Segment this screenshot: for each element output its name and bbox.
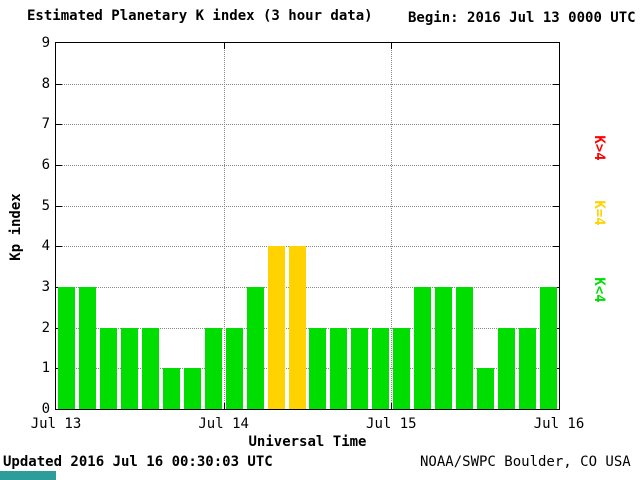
begin-timestamp: Begin: 2016 Jul 13 0000 UTC — [408, 10, 636, 26]
x-tick-mark — [391, 403, 393, 409]
kp-bar — [414, 287, 432, 409]
x-tick-mark — [391, 43, 393, 49]
y-tick-mark — [56, 205, 62, 207]
kp-bar — [435, 287, 453, 409]
kp-bar — [204, 327, 222, 409]
y-tick-label: 2 — [41, 319, 50, 336]
gridline-horizontal — [56, 368, 559, 370]
gridline-horizontal — [56, 287, 559, 288]
kp-bar — [372, 327, 390, 409]
kp-bar — [141, 327, 159, 409]
y-tick-label: 9 — [41, 35, 50, 51]
gridline-horizontal — [56, 165, 559, 166]
legend-k-lt-4: K<4 — [591, 277, 607, 303]
kp-bar — [498, 327, 516, 409]
y-tick-mark — [553, 83, 559, 85]
gridline-horizontal — [56, 83, 559, 85]
x-tick-label: Jul 13 — [30, 416, 82, 432]
source-attribution: NOAA/SWPC Boulder, CO USA — [420, 454, 631, 470]
y-tick-label: 0 — [41, 401, 50, 417]
y-tick-label: 5 — [41, 197, 50, 214]
gridline-vertical — [391, 43, 393, 409]
begin-value: 2016 Jul 13 0000 UTC — [467, 10, 636, 26]
plot-area: 0 1 2 3 4 5 6 7 8 9 Jul 13 Jul 14 Jul 15 Jul 16 — [31, 35, 585, 432]
gridline-horizontal — [56, 327, 559, 329]
x-tick-label: Jul 14 — [198, 416, 249, 432]
kp-bar — [288, 246, 306, 409]
legend-k-gt-4: K>4 — [591, 135, 607, 161]
begin-label: Begin: — [408, 10, 459, 26]
kp-bar — [78, 287, 96, 409]
gridline-vertical — [223, 43, 225, 409]
y-tick-mark — [553, 165, 559, 166]
x-tick-mark — [223, 403, 225, 409]
y-tick-label: 7 — [41, 116, 50, 133]
kp-bar — [456, 287, 474, 409]
kp-bar — [246, 287, 264, 409]
y-tick-mark — [553, 246, 559, 248]
y-tick-mark — [56, 246, 62, 248]
kp-bar — [99, 327, 117, 409]
y-tick-mark — [56, 83, 62, 85]
kp-bar — [393, 327, 411, 409]
y-tick-label: 3 — [41, 279, 50, 295]
kp-bar — [267, 246, 285, 409]
gridline-horizontal — [56, 124, 559, 126]
updated-timestamp: Updated 2016 Jul 16 00:30:03 UTC — [3, 454, 273, 470]
kp-bar — [57, 287, 75, 409]
legend-k-eq-4: K=4 — [591, 200, 607, 226]
y-tick-label: 1 — [41, 360, 50, 377]
y-axis-title: Kp index — [8, 193, 24, 261]
kp-bar — [519, 327, 537, 409]
y-tick-mark — [553, 124, 559, 126]
x-tick-label: Jul 16 — [533, 416, 585, 432]
kp-bar — [330, 327, 348, 409]
x-tick-mark — [223, 43, 225, 49]
y-tick-mark — [56, 165, 62, 166]
kp-bar — [120, 327, 138, 409]
x-tick-label: Jul 15 — [366, 416, 417, 432]
y-tick-label: 6 — [41, 157, 50, 173]
kp-bar — [351, 327, 369, 409]
kp-bar — [309, 327, 327, 409]
kp-bar — [183, 368, 201, 409]
chart-title: Estimated Planetary K index (3 hour data… — [27, 8, 373, 24]
y-tick-label: 8 — [41, 75, 50, 92]
x-axis-title: Universal Time — [248, 434, 367, 450]
bottom-left-artifact — [0, 471, 56, 480]
gridline-horizontal — [56, 205, 559, 207]
y-tick-mark — [56, 124, 62, 126]
kp-bar — [540, 287, 558, 409]
gridline-horizontal — [56, 246, 559, 248]
kp-bar — [162, 368, 180, 409]
kp-bar — [477, 368, 495, 409]
y-tick-mark — [553, 205, 559, 207]
kp-bar — [225, 327, 243, 409]
y-tick-label: 4 — [41, 238, 50, 255]
